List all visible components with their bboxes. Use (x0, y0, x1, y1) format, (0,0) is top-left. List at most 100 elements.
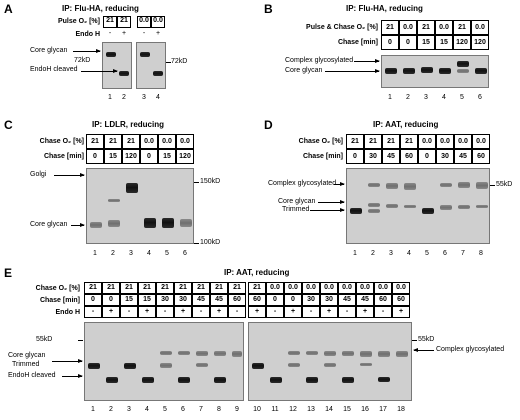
band (378, 351, 390, 357)
cell: 21 (120, 282, 138, 294)
panel-c-row2-label: Chase [min] (43, 153, 84, 160)
cell: + (356, 306, 374, 318)
cell: 21 (210, 282, 228, 294)
band (106, 377, 118, 383)
lane-number: 4 (145, 406, 149, 413)
lane-number: 11 (271, 406, 279, 413)
lane-number: 12 (289, 406, 297, 413)
cell: 0.0 (418, 134, 436, 149)
panel-e-mw-left: 55kD (36, 336, 53, 343)
cell: 0.0 (338, 282, 356, 294)
panel-a-cell: 21 (103, 16, 117, 28)
lane-number: 3 (127, 406, 131, 413)
panel-c-core-label: Core glycan (30, 221, 68, 228)
cell: 0.0 (454, 134, 472, 149)
cell: + (320, 306, 338, 318)
lane-number: 5 (425, 250, 429, 257)
cell: + (102, 306, 120, 318)
band (232, 351, 242, 357)
cell: 21 (417, 20, 435, 35)
panel-c-mw-150: 150kD (200, 178, 221, 185)
panel-a-cell: 21 (117, 16, 131, 28)
band (214, 351, 226, 356)
cell: + (392, 306, 410, 318)
band (214, 377, 226, 383)
cell: 45 (454, 149, 472, 164)
panel-d-table: 21 21 21 21 0.0 0.0 0.0 0.0 0 30 45 60 0… (346, 134, 490, 164)
cell: 30 (436, 149, 454, 164)
cell: + (138, 306, 156, 318)
cell: 30 (156, 294, 174, 306)
lane-number: 13 (307, 406, 315, 413)
band (178, 377, 190, 383)
panel-e-trimmed-label: Trimmed (12, 361, 40, 368)
arrow-icon (73, 49, 101, 53)
band (324, 363, 336, 367)
band (440, 183, 452, 187)
band (386, 204, 398, 208)
cell: - (192, 306, 210, 318)
cell: 30 (364, 149, 382, 164)
cell: 60 (248, 294, 266, 306)
arrow-icon (52, 359, 83, 363)
lane-number: 1 (93, 250, 97, 257)
cell: 0 (266, 294, 284, 306)
cell: 0.0 (356, 282, 374, 294)
band (368, 203, 380, 207)
cell: 21 (381, 20, 399, 35)
cell: 15 (104, 149, 122, 164)
panel-b-row2-label: Chase [min] (337, 39, 378, 46)
lane-number: 8 (217, 406, 221, 413)
band (458, 205, 470, 209)
cell: 0.0 (320, 282, 338, 294)
lane-number: 4 (407, 250, 411, 257)
cell: 0.0 (435, 20, 453, 35)
panel-a-cell: - (108, 30, 112, 37)
band (306, 377, 318, 383)
panel-e-gel-left (84, 322, 244, 401)
lane-number: 3 (142, 94, 146, 101)
arrow-icon (354, 59, 380, 63)
band (350, 208, 362, 214)
panel-c-mw-100: 100kD (200, 239, 221, 246)
lane-number: 6 (183, 250, 187, 257)
cell: 0 (346, 149, 364, 164)
lane-number: 2 (122, 94, 126, 101)
cell: - (338, 306, 356, 318)
panel-e-mw-right: 55kD (418, 336, 435, 343)
cell: 0.0 (374, 282, 392, 294)
panel-e-complex-label: Complex glycosylated (436, 346, 505, 353)
panel-a-core-label: Core glycan (30, 47, 68, 54)
panel-e-letter: E (4, 266, 13, 280)
band (342, 351, 354, 356)
cell: 0.0 (302, 282, 320, 294)
cell: - (120, 306, 138, 318)
band (142, 377, 154, 383)
arrow-icon (54, 173, 85, 177)
cell: 60 (472, 149, 490, 164)
cell: 21 (86, 134, 104, 149)
arrow-icon (325, 69, 380, 73)
cell: - (302, 306, 320, 318)
cell: 21 (174, 282, 192, 294)
panel-d-title: IP: AAT, reducing (373, 120, 439, 129)
panel-a-gel-left (102, 42, 132, 89)
lane-number: 16 (361, 406, 369, 413)
band (368, 209, 380, 213)
band (160, 363, 172, 368)
lane-number: 1 (108, 94, 112, 101)
cell: - (84, 306, 102, 318)
lane-number: 5 (165, 250, 169, 257)
panel-a-title: IP: Flu-HA, reducing (62, 4, 139, 13)
panel-b-letter: B (264, 2, 273, 16)
band (306, 351, 318, 355)
cell: 21 (248, 282, 266, 294)
band (160, 351, 172, 355)
arrow-icon (62, 374, 83, 378)
band (88, 363, 100, 369)
panel-e-title: IP: AAT, reducing (224, 268, 290, 277)
cell: 30 (302, 294, 320, 306)
panel-a-cell: 0.0 (151, 16, 165, 28)
band (144, 218, 156, 228)
cell: 21 (84, 282, 102, 294)
